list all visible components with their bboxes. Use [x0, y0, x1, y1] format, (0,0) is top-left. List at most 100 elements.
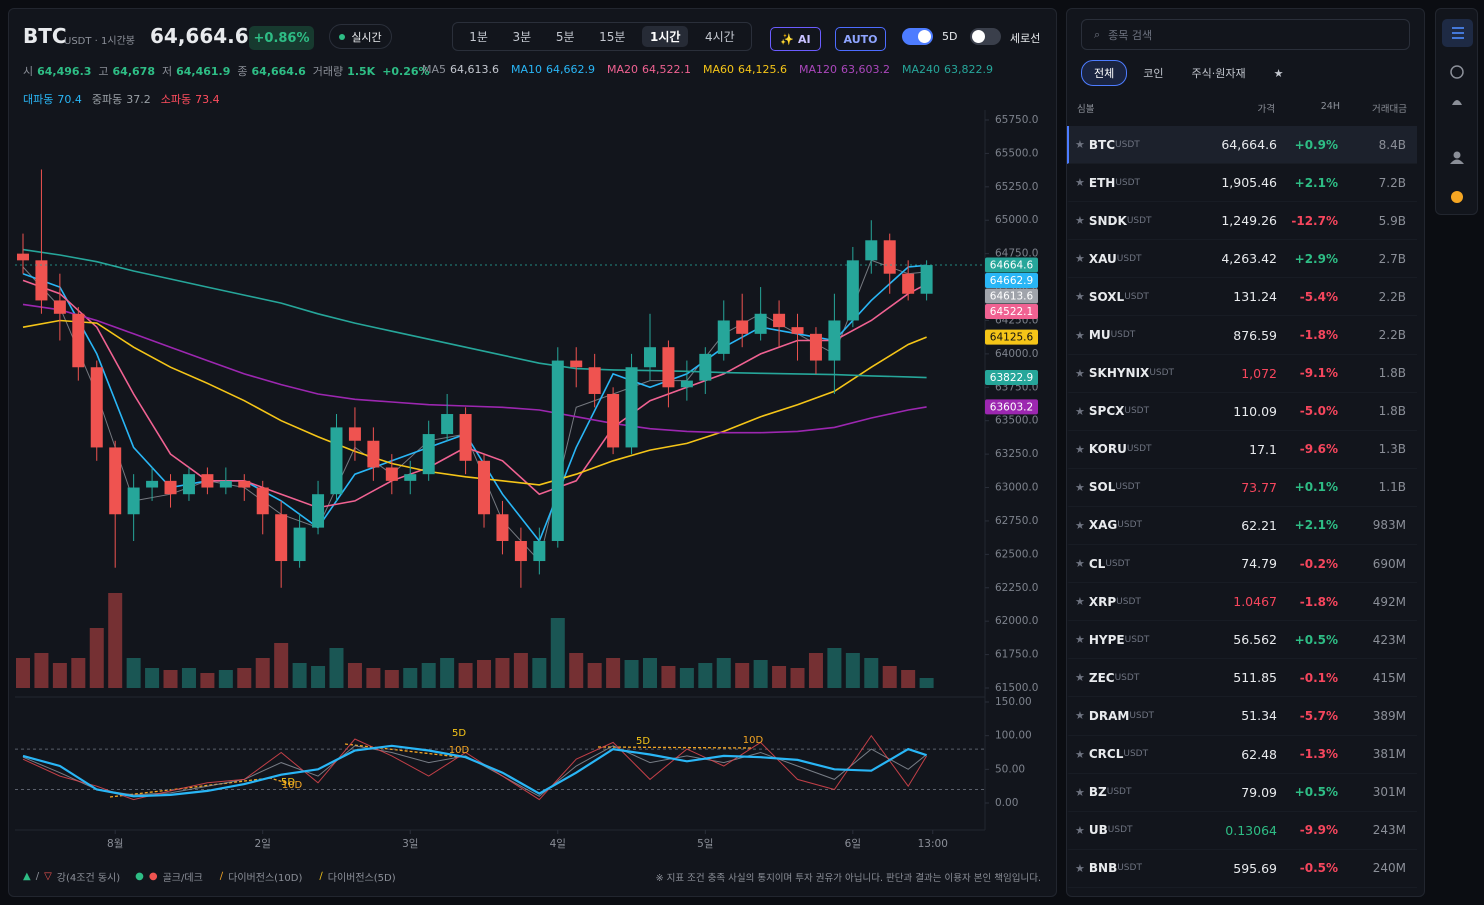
interval-button[interactable]: 5분 — [555, 30, 575, 44]
list-icon[interactable] — [1452, 27, 1464, 39]
volume-bar — [34, 653, 49, 688]
watchlist-row[interactable]: ★ UB USDT 0.13064 -9.9% 243M — [1067, 812, 1417, 850]
volume-bar — [827, 648, 842, 688]
auto-button[interactable]: AUTO — [835, 27, 886, 51]
volume-bar — [181, 668, 196, 688]
candle-body — [348, 427, 361, 441]
volume-bar — [440, 658, 455, 688]
column-header[interactable]: 가격 — [1257, 104, 1275, 115]
price-badge — [985, 329, 1038, 345]
tab[interactable]: 주식·원자재 — [1191, 67, 1246, 80]
tab[interactable]: ★ — [1273, 66, 1284, 80]
watchlist-row[interactable]: ★ BTC USDT 64,664.6 +0.9% 8.4B — [1067, 126, 1417, 165]
volume-bar — [329, 648, 344, 688]
div5-icon: ∕ — [319, 871, 323, 882]
column-header[interactable]: 거래대금 — [1372, 104, 1407, 115]
oscillator-line — [22, 744, 927, 798]
interval-button[interactable]: 4시간 — [704, 30, 735, 44]
star: ★ — [1075, 633, 1085, 647]
change: -1.8% — [1299, 594, 1338, 609]
candle-body — [90, 367, 103, 448]
volume-bar — [366, 668, 381, 688]
watchlist-row[interactable]: ★ XAG USDT 62.21 +2.1% 983M — [1067, 507, 1417, 546]
interval-button[interactable]: 15분 — [599, 30, 626, 44]
price: 56.562 — [1233, 632, 1277, 648]
symbol: MU — [1088, 328, 1111, 343]
history-icon[interactable] — [1450, 65, 1464, 79]
interval-button[interactable]: 1분 — [469, 30, 488, 44]
watchlist-row[interactable]: ★ BNB USDT 595.69 -0.5% 240M — [1067, 850, 1417, 888]
watchlist-row[interactable]: ★ KORU USDT 17.1 -9.6% 1.3B — [1067, 431, 1417, 469]
tab[interactable]: 전체 — [1081, 60, 1128, 86]
watchlist-row[interactable]: ★ BZ USDT 79.09 +0.5% 301M — [1067, 774, 1417, 812]
watchlist-row[interactable]: ★SAMSUNGUSDT164.08-5.5%229M — [1067, 888, 1417, 896]
dot-red: ● — [148, 871, 158, 882]
column-header[interactable]: 24H — [1320, 101, 1340, 112]
watchlist-row[interactable]: ★ SKHYNIX USDT 1,072 -9.1% 1.8B — [1067, 355, 1417, 393]
candle-body — [699, 353, 712, 381]
symbol: BNB — [1088, 861, 1118, 876]
column-header[interactable]: 심볼 — [1077, 104, 1095, 115]
footer-legend: ▲ / ▽ 강(4조건 동시) ● ● 골크/데크 ∕ 다이버전스(10D) ∕ 다이버전… — [23, 869, 396, 884]
watchlist-row[interactable]: ★ CL USDT 74.79 -0.2% 690M — [1067, 545, 1417, 584]
watchlist-row[interactable]: ★ SOL USDT 73.77 +0.1% 1.1B — [1067, 469, 1417, 507]
change: +0.5% — [1294, 632, 1338, 647]
ohlc-value: 64,461.9 — [176, 64, 231, 78]
toggle-crosshair[interactable] — [970, 28, 1001, 45]
search-box[interactable]: ⌕ 종목 검색 — [1081, 19, 1410, 50]
divergence-label: 5D — [452, 728, 466, 739]
y-tick-label: 150.00 — [995, 696, 1032, 708]
watchlist-row[interactable]: ★ DRAM USDT 51.34 -5.7% 389M — [1067, 697, 1417, 736]
watchlist-row[interactable]: ★ SPCX USDT 110.09 -5.0% 1.8B — [1067, 393, 1417, 431]
watchlist-row[interactable]: ★ SOXL USDT 131.24 -5.4% 2.2B — [1067, 278, 1417, 317]
x-tick-label: 8월 — [107, 838, 123, 850]
theme-icon[interactable] — [1451, 191, 1463, 203]
toggle-5d[interactable] — [902, 28, 933, 45]
quote: USDT — [1117, 863, 1142, 874]
quote: USDT — [1107, 825, 1133, 836]
watchlist-row[interactable]: ★ CRCL USDT 62.48 -1.3% 381M — [1067, 736, 1417, 774]
volume-bar — [403, 668, 418, 688]
candle-body — [865, 240, 878, 261]
symbol: BTC — [23, 24, 67, 48]
tab[interactable]: 코인 — [1143, 67, 1164, 80]
volume-bar — [126, 658, 141, 688]
candle-body — [920, 265, 933, 294]
volume: 1.3B — [1378, 442, 1406, 457]
toggle-knob — [972, 30, 985, 43]
watchlist-row[interactable]: ★ ZEC USDT 511.85 -0.1% 415M — [1067, 659, 1417, 698]
interval-button[interactable]: 1시간 — [641, 26, 689, 47]
divergence-label: 10D — [449, 745, 470, 756]
watchlist-row[interactable]: ★ HYPE USDT 56.562 +0.5% 423M — [1067, 621, 1417, 660]
quote: USDT — [1110, 330, 1136, 341]
star: ★ — [1075, 328, 1085, 342]
volume: 492M — [1372, 594, 1406, 609]
volume-bar — [347, 663, 362, 688]
watchlist-row[interactable]: ★ ETH USDT 1,905.46 +2.1% 7.2B — [1067, 164, 1417, 203]
candle-body — [293, 527, 306, 562]
star: ★ — [1075, 252, 1085, 266]
interval-button[interactable]: 3분 — [512, 30, 532, 44]
x-tick-label: 13:00 — [918, 838, 948, 850]
star: ★ — [1075, 214, 1085, 228]
volume-bar — [458, 663, 473, 688]
bell-icon[interactable] — [1452, 100, 1462, 105]
y-tick-label: 62000.0 — [995, 615, 1038, 627]
live-pill[interactable]: 실시간 — [329, 24, 392, 49]
y-tick-label: 50.00 — [995, 763, 1025, 775]
volume: 2.2B — [1378, 289, 1406, 304]
volume-bar — [735, 663, 750, 688]
watchlist-row[interactable]: ★ XAU USDT 4,263.42 +2.9% 2.7B — [1067, 240, 1417, 279]
ma-label: MA20 — [607, 63, 639, 76]
watchlist-row[interactable]: ★ SNDK USDT 1,249.26 -12.7% 5.9B — [1067, 202, 1417, 241]
y-tick-label: 61500.0 — [995, 682, 1038, 694]
watchlist-row[interactable]: ★ XRP USDT 1.0467 -1.8% 492M — [1067, 583, 1417, 622]
candle-body — [496, 514, 509, 541]
y-tick-label: 65750.0 — [995, 114, 1038, 126]
watchlist-row[interactable]: ★ MU USDT 876.59 -1.8% 2.2B — [1067, 316, 1417, 355]
symbol: DRAM — [1088, 708, 1130, 723]
ma-legend: MA5 64,613.6 MA10 64,662.9 MA20 64,522.1 MA60 6… — [422, 63, 1001, 76]
ai-button[interactable]: ✨ AI — [770, 27, 821, 51]
ohlc-value: 1.5K — [347, 64, 376, 78]
user-icon[interactable] — [1453, 151, 1461, 159]
